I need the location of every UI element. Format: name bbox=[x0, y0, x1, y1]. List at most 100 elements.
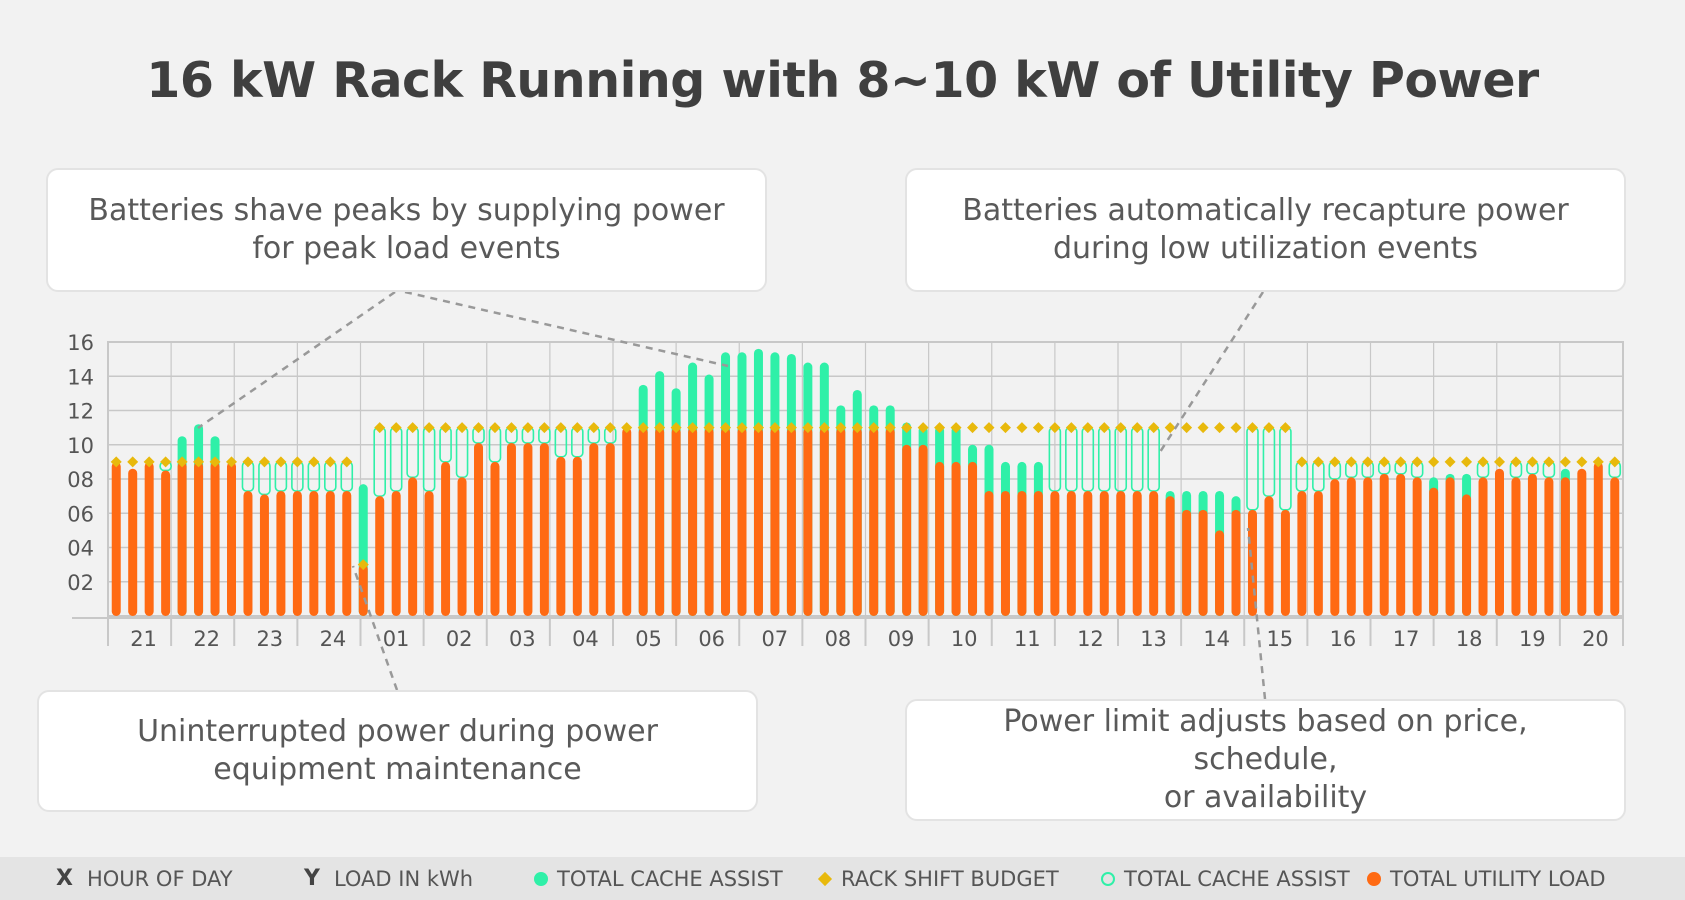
x-tick-label: 05 bbox=[635, 627, 662, 651]
utility-load-bar bbox=[902, 444, 912, 616]
utility-load-bar bbox=[1149, 490, 1159, 616]
utility-load-bar bbox=[622, 427, 632, 616]
recapture-bar bbox=[373, 426, 387, 497]
utility-load-bar bbox=[1494, 468, 1504, 616]
utility-load-bar bbox=[1215, 530, 1225, 616]
legend-utility-load: TOTAL UTILITY LOAD bbox=[1367, 857, 1606, 900]
budget-diamond bbox=[1016, 422, 1028, 434]
budget-diamond bbox=[1230, 422, 1242, 434]
x-tick-label: 09 bbox=[888, 627, 915, 651]
utility-load-bar bbox=[1412, 477, 1422, 616]
recapture-bar bbox=[1114, 426, 1128, 492]
budget-diamond bbox=[835, 422, 847, 434]
utility-load-bar bbox=[704, 427, 714, 616]
budget-diamond bbox=[456, 422, 468, 434]
recapture-bar bbox=[1147, 426, 1160, 492]
y-tick-label: 12 bbox=[67, 400, 94, 424]
legend: X HOUR OF DAY Y LOAD IN kWh TOTAL CACHE … bbox=[0, 857, 1685, 900]
utility-load-bar bbox=[1429, 487, 1439, 616]
budget-diamond bbox=[374, 422, 386, 434]
y-tick-label: 02 bbox=[67, 571, 94, 595]
x-tick-label: 20 bbox=[1582, 627, 1609, 651]
solid-green-dot-icon bbox=[534, 871, 548, 886]
utility-load-bar bbox=[589, 443, 599, 616]
budget-diamond bbox=[242, 456, 254, 468]
budget-diamond bbox=[308, 456, 320, 468]
x-tick-label: 15 bbox=[1266, 627, 1293, 651]
budget-diamond bbox=[110, 456, 122, 468]
utility-load-bar bbox=[325, 490, 335, 616]
budget-diamond bbox=[934, 422, 946, 434]
leader-line-maintenance bbox=[351, 565, 399, 691]
budget-diamond bbox=[522, 422, 534, 434]
recapture-bar bbox=[422, 426, 436, 492]
budget-diamond bbox=[1444, 456, 1456, 468]
budget-diamond bbox=[1279, 422, 1291, 434]
utility-load-bar bbox=[457, 477, 467, 616]
utility-load-bar bbox=[243, 490, 253, 616]
x-tick-label: 07 bbox=[761, 627, 788, 651]
budget-diamond bbox=[818, 422, 830, 434]
utility-load-bar bbox=[194, 461, 204, 616]
utility-load-bar bbox=[1198, 509, 1208, 616]
budget-diamond bbox=[1477, 456, 1489, 468]
x-tick-label: 21 bbox=[130, 627, 157, 651]
budget-diamond bbox=[440, 422, 452, 434]
x-tick-label: 11 bbox=[1014, 627, 1041, 651]
legend-utility-load-label: TOTAL UTILITY LOAD bbox=[1390, 866, 1606, 891]
utility-load-bar bbox=[441, 461, 451, 616]
budget-diamond bbox=[555, 422, 567, 434]
x-tick-label: 04 bbox=[572, 627, 599, 651]
budget-diamond bbox=[654, 422, 666, 434]
utility-load-bar bbox=[1066, 490, 1076, 616]
budget-diamond bbox=[1526, 456, 1538, 468]
utility-load-bar bbox=[1544, 477, 1554, 616]
utility-load-bar bbox=[424, 490, 434, 616]
legend-cache-assist: TOTAL CACHE ASSIST bbox=[534, 857, 783, 900]
utility-load-bar bbox=[786, 427, 796, 616]
legend-rack-budget-label: RACK SHIFT BUDGET bbox=[841, 866, 1059, 891]
utility-load-bar bbox=[1346, 477, 1356, 616]
x-tick-label: 06 bbox=[698, 627, 725, 651]
utility-load-bar bbox=[342, 490, 352, 616]
x-tick-label: 16 bbox=[1330, 627, 1357, 651]
utility-load-bar bbox=[1511, 477, 1521, 616]
budget-diamond bbox=[588, 422, 600, 434]
budget-diamond bbox=[1576, 456, 1588, 468]
budget-diamond bbox=[1296, 456, 1308, 468]
budget-diamond bbox=[621, 422, 633, 434]
budget-diamond bbox=[1493, 456, 1505, 468]
utility-load-bar bbox=[1577, 468, 1587, 616]
budget-diamond bbox=[967, 422, 979, 434]
utility-load-bar bbox=[1297, 490, 1307, 616]
legend-y-label: LOAD IN kWh bbox=[333, 866, 474, 891]
callout-peak-shaving: Batteries shave peaks by supplying power… bbox=[46, 168, 767, 292]
recapture-bar bbox=[1246, 426, 1259, 511]
recapture-bar bbox=[1065, 426, 1078, 492]
diamond-icon bbox=[817, 871, 833, 886]
utility-load-bar bbox=[1264, 496, 1274, 616]
utility-load-bar bbox=[770, 427, 780, 616]
x-tick-label: 13 bbox=[1140, 627, 1167, 651]
utility-load-bar bbox=[1231, 509, 1241, 616]
legend-y-key: Y bbox=[304, 866, 320, 891]
budget-diamond bbox=[1049, 422, 1061, 434]
chart-title: 16 kW Rack Running with 8~10 kW of Utili… bbox=[146, 52, 1539, 109]
utility-load-bar bbox=[408, 477, 418, 616]
budget-diamond bbox=[1461, 456, 1473, 468]
utility-load-bar bbox=[556, 456, 566, 616]
utility-load-bar bbox=[309, 490, 319, 616]
utility-load-bar bbox=[128, 468, 138, 616]
y-tick-label: 04 bbox=[67, 537, 94, 561]
utility-load-bar bbox=[144, 461, 154, 616]
x-tick-label: 02 bbox=[446, 627, 473, 651]
x-tick-label: 08 bbox=[825, 627, 852, 651]
utility-load-bar bbox=[1017, 490, 1027, 616]
utility-load-bar bbox=[276, 490, 286, 616]
recapture-bar bbox=[406, 426, 419, 479]
utility-load-bar bbox=[753, 427, 763, 616]
legend-y-axis: Y LOAD IN kWh bbox=[304, 857, 473, 900]
budget-diamond bbox=[505, 422, 517, 434]
legend-cache-assist-label: TOTAL CACHE ASSIST bbox=[557, 866, 783, 891]
utility-load-bar bbox=[984, 490, 994, 616]
